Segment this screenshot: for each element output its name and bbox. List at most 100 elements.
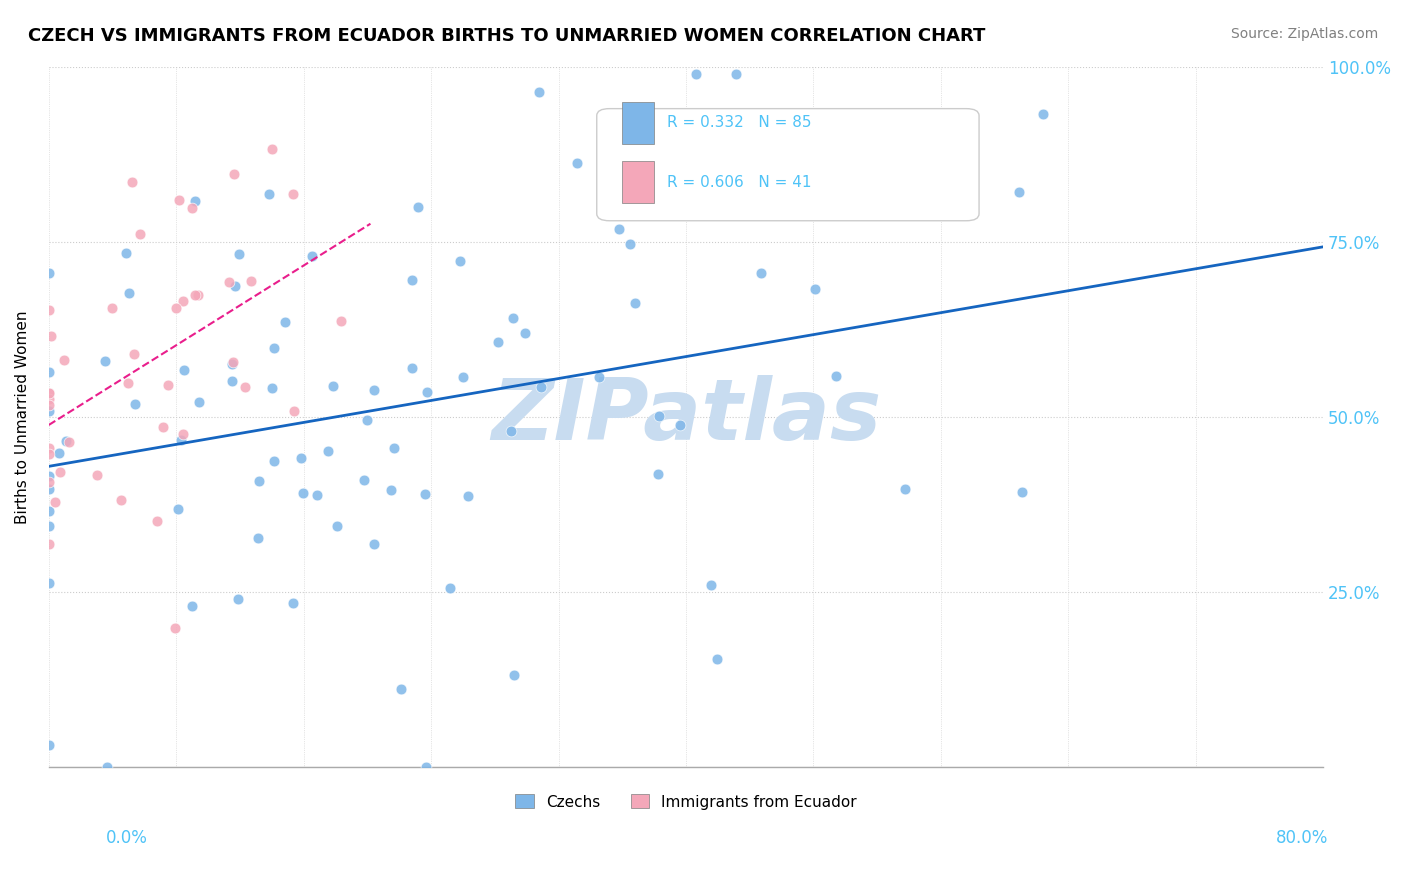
Point (222, 355, 245, 369)
Point (363, 383, 385, 397)
FancyBboxPatch shape (596, 109, 979, 220)
Point (247, 475, 270, 489)
Point (1008, 185, 1031, 199)
Point (38, 266, 60, 280)
Point (181, 201, 204, 215)
FancyBboxPatch shape (623, 102, 654, 144)
Point (170, 434, 193, 448)
Point (647, 467, 669, 481)
Point (172, 427, 194, 442)
Text: 0.0%: 0.0% (105, 829, 148, 847)
Point (180, 599, 202, 613)
Point (121, 175, 143, 189)
Point (38, 302, 60, 317)
Point (619, 237, 641, 252)
Point (55, 434, 77, 448)
Point (281, 186, 304, 201)
Point (301, 249, 323, 263)
Point (145, 514, 167, 528)
Point (274, 315, 297, 329)
Point (316, 443, 339, 458)
FancyBboxPatch shape (623, 161, 654, 203)
Point (330, 314, 353, 328)
Point (101, 301, 124, 316)
Point (38, 576, 60, 591)
Point (221, 374, 243, 388)
Point (38, 504, 60, 518)
Point (110, 493, 132, 508)
Point (1011, 485, 1033, 500)
Point (52, 353, 75, 368)
Point (824, 369, 846, 384)
Point (257, 187, 280, 202)
Text: Source: ZipAtlas.com: Source: ZipAtlas.com (1230, 27, 1378, 41)
Point (588, 370, 610, 384)
Point (408, 200, 430, 214)
Point (502, 311, 524, 326)
Point (118, 285, 141, 300)
Point (401, 273, 423, 287)
Point (565, 156, 588, 170)
Point (124, 397, 146, 411)
Point (58, 435, 80, 450)
Point (48, 466, 70, 480)
Point (401, 360, 423, 375)
Point (290, 450, 312, 465)
Point (226, 591, 249, 606)
Point (129, 227, 152, 242)
Text: ZIPatlas: ZIPatlas (491, 376, 882, 458)
Point (38, 469, 60, 483)
Point (165, 622, 187, 636)
Point (457, 489, 479, 503)
Point (292, 485, 315, 500)
Point (167, 501, 190, 516)
Point (322, 378, 344, 392)
Point (283, 596, 305, 610)
Point (416, 385, 439, 400)
Text: CZECH VS IMMIGRANTS FROM ECUADOR BIRTHS TO UNMARRIED WOMEN CORRELATION CHART: CZECH VS IMMIGRANTS FROM ECUADOR BIRTHS … (28, 27, 986, 45)
Point (415, 760, 437, 774)
Point (439, 582, 461, 596)
Point (389, 682, 412, 697)
Point (648, 409, 671, 423)
Point (38, 482, 60, 496)
Point (38, 386, 60, 401)
Point (38, 739, 60, 753)
Text: R = 0.606   N = 41: R = 0.606 N = 41 (666, 175, 811, 190)
Text: 80.0%: 80.0% (1277, 829, 1329, 847)
Point (96, 760, 118, 774)
Point (382, 442, 405, 456)
Point (39, 328, 62, 343)
Point (706, 651, 728, 665)
Point (114, 246, 136, 260)
Point (38, 448, 60, 462)
Point (44, 494, 66, 508)
Point (380, 483, 402, 498)
Point (260, 143, 283, 157)
Point (413, 487, 436, 501)
Point (224, 167, 246, 181)
Point (305, 488, 328, 502)
Point (356, 413, 378, 427)
Point (240, 274, 263, 288)
Point (529, 380, 551, 394)
Point (527, 85, 550, 99)
Point (187, 288, 209, 302)
Point (38, 475, 60, 490)
Point (167, 193, 190, 207)
Point (893, 482, 915, 496)
Point (1032, 106, 1054, 120)
Point (38, 519, 60, 533)
Point (38, 537, 60, 551)
Point (624, 296, 647, 310)
Point (228, 247, 250, 261)
Point (233, 380, 256, 394)
Point (122, 347, 145, 361)
Point (263, 454, 285, 468)
Point (117, 376, 139, 391)
Point (502, 668, 524, 682)
Point (183, 288, 205, 302)
Point (486, 335, 509, 350)
Legend: Czechs, Immigrants from Ecuador: Czechs, Immigrants from Ecuador (509, 789, 863, 815)
Point (173, 363, 195, 377)
